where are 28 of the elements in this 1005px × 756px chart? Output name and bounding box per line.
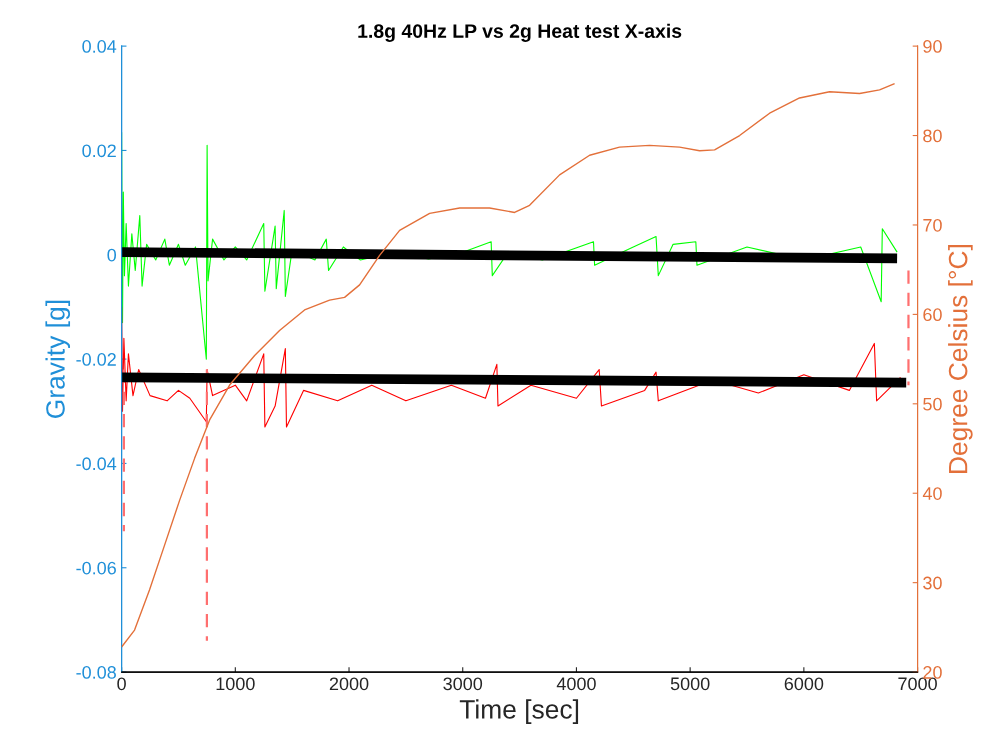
y2-tick-label: 60 [923,308,942,322]
y-tick-label: -0.08 [76,666,116,679]
y-tick-label: -0.04 [76,457,117,471]
x-tick-label: 4000 [556,677,596,691]
y-tick-label: -0.06 [76,561,116,575]
chart-title: 1.8g 40Hz LP vs 2g Heat test X-axis [358,23,682,42]
y2-tick-label: 40 [922,487,942,500]
y-tick-label: 0.02 [82,144,116,158]
y-tick-label: 0 [107,248,117,262]
y-tick-label: -0.02 [76,353,116,366]
x-tick-label: 0 [117,677,126,691]
y-tick-label: 0.04 [82,40,117,53]
x-tick-label: 1000 [216,677,255,691]
y2-axis-title: Degree Celsius [°C] [948,244,973,473]
line-series [121,82,896,648]
x-tick-label: 7000 [898,677,937,691]
x-tick-label: 5000 [670,677,710,691]
y2-tick-label: 90 [923,40,942,53]
y2-tick-label: 80 [923,129,942,143]
y2-tick-label: 30 [923,576,942,590]
x-axis-title: Time [sec] [459,699,579,724]
y2-tick-label: 20 [923,666,942,679]
x-tick-label: 2000 [329,677,369,691]
y2-tick-label: 70 [923,218,942,232]
x-tick-label: 3000 [443,677,483,691]
x-tick-label: 6000 [784,677,824,691]
y-axis-title: Gravity [g] [45,300,71,418]
y2-tick-label: 50 [923,397,942,411]
